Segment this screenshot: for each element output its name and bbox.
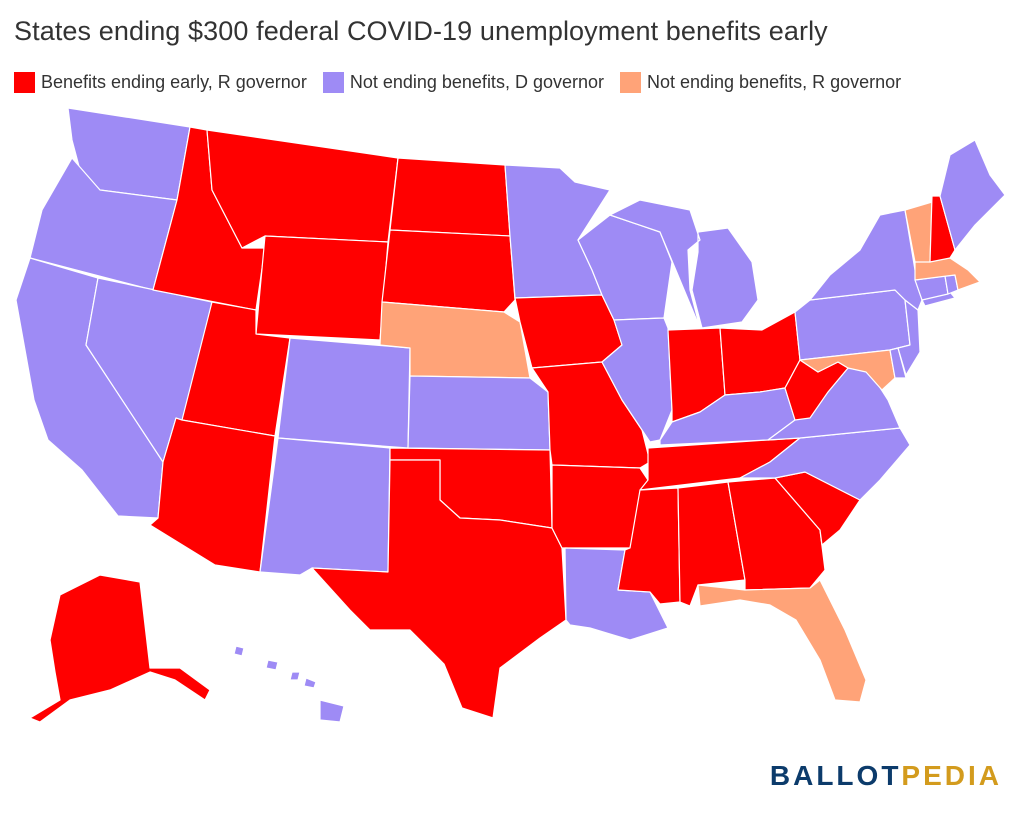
legend: Benefits ending early, R governor Not en… xyxy=(14,70,917,94)
legend-swatch-not-ending-r xyxy=(619,71,641,93)
state-wy[interactable] xyxy=(255,235,389,341)
state-mi[interactable] xyxy=(609,199,759,329)
legend-item-not-ending-d: Not ending benefits, D governor xyxy=(322,71,604,93)
state-il[interactable] xyxy=(601,317,673,443)
legend-item-ending: Benefits ending early, R governor xyxy=(14,71,307,93)
logo-part-ballot: BALLOT xyxy=(769,760,902,791)
legend-swatch-ending xyxy=(14,71,35,93)
us-map-svg xyxy=(15,107,1006,723)
state-ia[interactable] xyxy=(514,294,623,369)
state-mt[interactable] xyxy=(206,129,399,249)
legend-swatch-not-ending-d xyxy=(322,71,344,93)
state-sd[interactable] xyxy=(381,229,516,313)
state-fl[interactable] xyxy=(697,579,867,703)
state-co[interactable] xyxy=(277,337,411,449)
state-nm[interactable] xyxy=(259,437,391,576)
state-nh[interactable] xyxy=(929,195,956,263)
map-title: States ending $300 federal COVID-19 unem… xyxy=(14,16,828,46)
us-map xyxy=(0,100,1024,740)
legend-item-not-ending-r: Not ending benefits, R governor xyxy=(619,71,902,93)
state-ky[interactable] xyxy=(659,387,796,446)
state-az[interactable] xyxy=(149,417,276,573)
state-de[interactable] xyxy=(889,347,907,379)
ballotpedia-logo: BALLOTPEDIA xyxy=(770,760,1002,792)
state-ar[interactable] xyxy=(551,464,649,549)
state-ks[interactable] xyxy=(407,375,551,451)
legend-label-ending: Benefits ending early, R governor xyxy=(41,71,307,92)
state-hi[interactable] xyxy=(233,645,345,723)
legend-label-not-ending-d: Not ending benefits, D governor xyxy=(349,71,604,92)
state-tx[interactable] xyxy=(311,459,567,719)
state-ma[interactable] xyxy=(914,257,981,291)
state-ak[interactable] xyxy=(29,574,211,723)
legend-label-not-ending-r: Not ending benefits, R governor xyxy=(646,71,902,92)
state-me[interactable] xyxy=(939,139,1006,251)
logo-part-pedia: PEDIA xyxy=(901,760,1002,791)
state-nd[interactable] xyxy=(389,157,511,237)
